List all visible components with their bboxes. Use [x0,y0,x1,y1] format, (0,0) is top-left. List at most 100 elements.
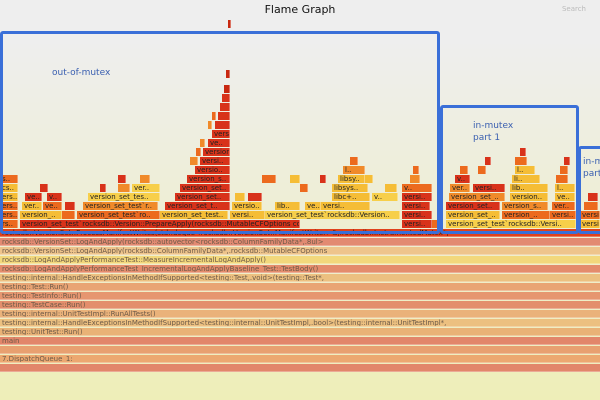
flame-frame[interactable] [222,94,230,102]
flame-frame[interactable]: version_set_test`r.. [83,202,158,210]
flame-frame[interactable] [478,166,486,174]
flame-frame[interactable]: version_.. [502,211,550,219]
flame-frame[interactable]: versio [580,220,600,228]
stack-frame-row[interactable]: 7.DispatchQueue_1: [0,355,600,364]
flame-frame[interactable] [65,202,75,210]
flame-frame[interactable]: version_set_test`rocksdb::Version.. [265,211,400,219]
flame-frame[interactable] [460,166,468,174]
flame-frame[interactable] [235,193,245,201]
flame-frame[interactable]: v.. [47,193,62,201]
flame-frame[interactable] [350,157,358,165]
flame-frame[interactable] [560,166,568,174]
stack-frame-row[interactable]: rocksdb::LogAndApplyPerformanceTest::Mea… [0,256,600,265]
flame-frame[interactable] [248,193,262,201]
flame-frame[interactable] [212,112,216,120]
flame-frame[interactable]: ers.. [0,211,18,219]
flame-frame[interactable]: l.. [343,166,365,174]
flame-frame[interactable]: version_set_test`ro.. [77,211,160,219]
flame-frame[interactable] [262,175,276,183]
stack-frame-row[interactable]: testing::Test::Run() [0,283,600,292]
flame-frame[interactable] [564,157,570,165]
flame-frame[interactable]: v.. [372,193,398,201]
flame-frame[interactable] [515,157,527,165]
flame-frame[interactable]: versi.. [473,184,505,192]
flame-frame[interactable] [413,166,419,174]
flame-frame[interactable]: libsy.. [338,175,365,183]
flame-frame[interactable] [208,121,212,129]
flame-frame[interactable]: version_set_.. [449,193,505,201]
stack-frame-row[interactable] [0,346,600,355]
flame-frame[interactable]: ve.. [555,193,575,201]
stack-frame-row[interactable]: rocksdb::VersionSet::ProcessManifestWrit… [0,229,600,238]
flame-frame[interactable]: ve.. [25,193,42,201]
flame-frame[interactable]: s.. [0,175,18,183]
flame-frame[interactable]: l.. [555,184,575,192]
flame-frame[interactable]: rs.. [0,220,18,228]
flame-frame[interactable] [300,184,308,192]
flame-frame[interactable]: version_set_test`rocksdb::Version::Prepa… [20,220,300,228]
flame-frame[interactable]: versio.. [195,166,230,174]
flame-frame[interactable]: version_set.. [446,202,500,210]
flame-frame[interactable] [365,175,373,183]
flame-frame[interactable] [226,70,230,78]
flame-frame[interactable] [220,103,230,111]
flame-frame[interactable]: ver.. [552,202,575,210]
flame-frame[interactable]: ve.. [208,139,230,147]
flame-frame[interactable]: version_.. [20,211,62,219]
flame-frame[interactable]: version_s.. [502,202,548,210]
stack-frame-row[interactable]: testing::internal::HandleExceptionsInMet… [0,319,600,328]
flame-frame[interactable]: version_set_tes.. [88,193,160,201]
flame-frame[interactable]: v.. [402,184,432,192]
stack-frame-row[interactable]: rocksdb::VersionSet::LogAndApply(rocksdb… [0,247,600,256]
flame-frame[interactable]: lib.. [275,202,300,210]
flame-frame[interactable]: version.. [510,193,548,201]
flame-frame[interactable] [224,85,230,93]
flame-frame[interactable]: versi.. [402,220,432,228]
stack-frame-row[interactable]: main [0,337,600,346]
flame-frame[interactable]: version_set.. [180,184,230,192]
flame-frame[interactable]: versi.. [402,193,432,201]
flame-frame[interactable] [410,175,420,183]
stack-frame-row[interactable]: testing::internal::HandleExceptionsInMet… [0,274,600,283]
flame-frame[interactable]: version_s.. [187,175,230,183]
flame-frame[interactable] [40,184,48,192]
flame-frame[interactable]: v.. [455,175,470,183]
flame-frame[interactable]: version_set_test.. [160,211,228,219]
flame-frame[interactable] [215,121,230,129]
search-button[interactable]: Search [561,5,586,13]
flame-frame[interactable] [118,184,130,192]
flame-frame[interactable]: version_set_.. [446,211,500,219]
flame-frame[interactable]: ver.. [132,184,160,192]
flame-frame[interactable]: ers.. [0,193,18,201]
flame-frame[interactable] [320,175,326,183]
flame-frame[interactable]: ver.. [22,202,42,210]
flame-frame[interactable] [584,202,598,210]
flame-frame[interactable] [196,148,201,156]
flame-frame[interactable] [556,175,568,183]
flame-frame[interactable] [290,175,300,183]
flame-frame[interactable]: versi.. [200,157,230,165]
flame-frame[interactable]: lib.. [510,184,548,192]
flame-frame[interactable]: versi.. [402,211,432,219]
flame-frame[interactable] [588,193,598,201]
stack-frame-row[interactable]: testing::internal::UnitTestImpl::RunAllT… [0,310,600,319]
flame-frame[interactable]: cs.. [0,184,18,192]
flame-frame[interactable]: li.. [512,175,540,183]
flame-frame[interactable] [200,139,205,147]
flame-frame[interactable]: versio.. [232,202,262,210]
flame-frame[interactable]: libc+.. [332,193,370,201]
flame-frame[interactable]: versi.. [321,202,370,210]
stack-frame-row[interactable]: rocksdb::LogAndApplyPerformanceTest_Incr… [0,265,600,274]
stack-frame-row[interactable]: testing::UnitTest::Run() [0,328,600,337]
stack-frame-row[interactable]: testing::TestCase::Run() [0,301,600,310]
flame-frame[interactable] [218,112,230,120]
flame-frame[interactable] [432,220,441,228]
flame-frame[interactable]: versio [580,211,600,219]
flame-frame[interactable] [140,175,150,183]
flame-frame[interactable] [190,157,198,165]
stack-frame-row[interactable] [0,364,600,373]
flame-frame[interactable]: ver.. [450,184,470,192]
flame-frame[interactable] [485,157,491,165]
flame-frame[interactable]: version [203,148,230,156]
flame-frame[interactable] [118,175,126,183]
